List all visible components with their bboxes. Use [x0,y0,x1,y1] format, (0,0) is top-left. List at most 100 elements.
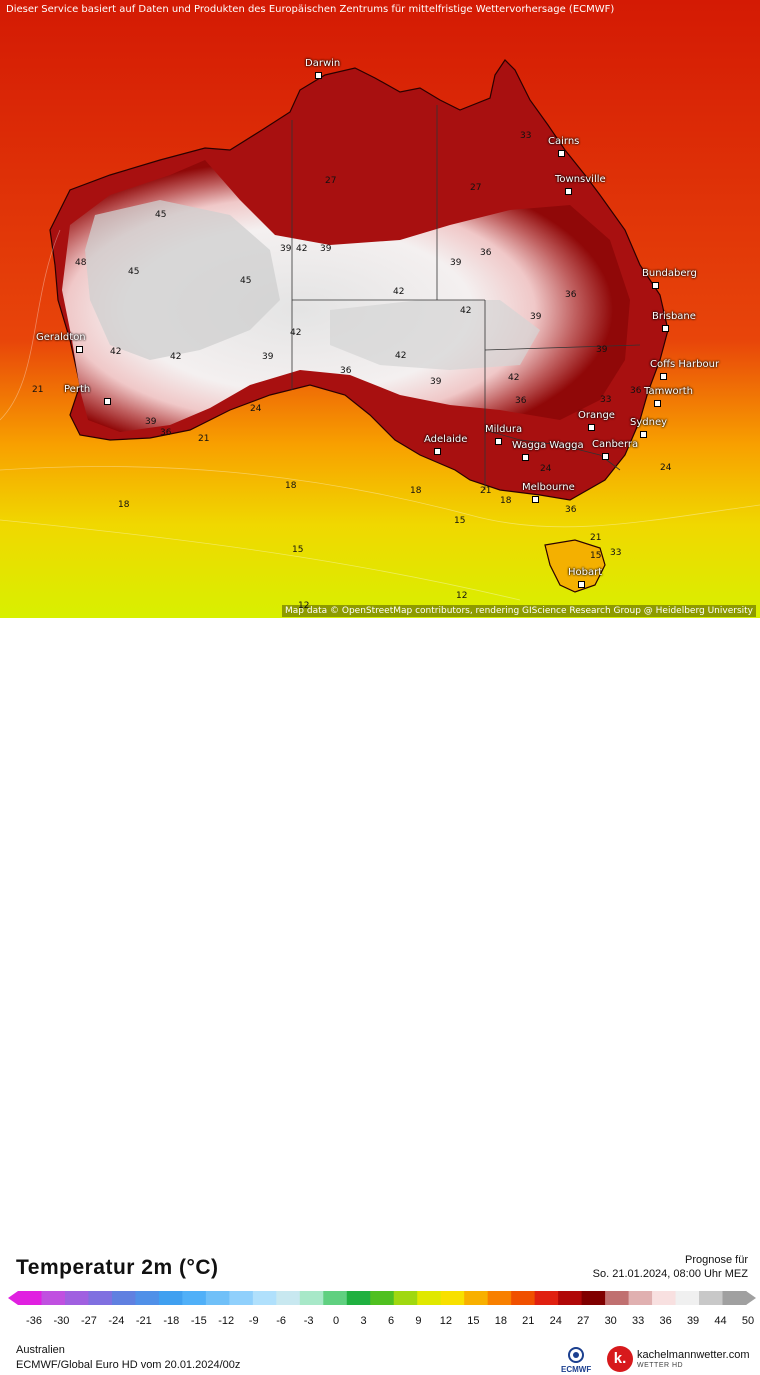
scale-tick-label: 21 [522,1315,535,1327]
city-label-brisbane: Brisbane [652,311,696,322]
city-label-orange: Orange [578,410,615,421]
forecast-date: So. 21.01.2024, 08:00 Uhr MEZ [592,1268,748,1280]
city-label-geraldton: Geraldton [36,332,86,343]
isotherm-value-label: 21 [198,434,210,444]
isotherm-value-label: 39 [450,258,462,268]
scale-tick-label: -6 [276,1315,287,1327]
isotherm-value-label: 39 [320,244,332,254]
scale-tick-label: -9 [248,1315,259,1327]
ecmwf-notice: Dieser Service basiert auf Daten und Pro… [6,4,615,15]
isotherm-value-label: 36 [630,386,642,396]
scale-swatch [464,1291,489,1305]
isotherm-value-label: 39 [430,377,442,387]
isotherm-value-label: 36 [515,396,527,406]
city-label-melbourne: Melbourne [522,482,575,493]
city-dot-townsville [565,188,572,195]
city-label-sydney: Sydney [630,417,668,428]
ecmwf-logo-text: ECMWF [561,1365,592,1374]
scale-swatch [276,1291,301,1305]
city-dot-cairns [558,150,565,157]
scale-swatch [252,1291,277,1305]
isotherm-value-label: 42 [460,306,472,316]
city-dot-orange [588,424,595,431]
isotherm-value-label: 42 [290,328,302,338]
isotherm-value-label: 45 [155,210,167,220]
isotherm-value-label: 18 [410,486,422,496]
scale-swatch [41,1291,66,1305]
scale-tick-label: 9 [415,1315,422,1327]
scale-swatch [229,1291,254,1305]
temperature-map[interactable]: Dieser Service basiert auf Daten und Pro… [0,0,760,618]
isotherm-value-label: 36 [565,290,577,300]
scale-swatch [205,1291,230,1305]
isotherm-value-label: 18 [118,500,130,510]
scale-swatch [487,1291,512,1305]
scale-swatch [393,1291,418,1305]
isotherm-value-label: 15 [590,551,602,561]
scale-swatch [88,1291,113,1305]
scale-tick-label: -36 [26,1315,42,1327]
model-run-label: ECMWF/Global Euro HD vom 20.01.2024/00z [16,1359,241,1371]
isotherm-value-label: 36 [480,248,492,258]
scale-tick-label: 6 [387,1315,395,1327]
city-label-tamworth: Tamworth [644,386,693,397]
isotherm-value-label: 36 [340,366,352,376]
isotherm-value-label: 15 [454,516,466,526]
scale-tick-label: 0 [333,1315,340,1327]
brand-subtitle: WETTER HD [637,1362,684,1369]
hot-core-west [85,200,280,360]
scale-swatch [722,1291,747,1305]
scale-tick-label: 27 [577,1315,590,1327]
isotherm-value-label: 42 [508,373,520,383]
scale-tick-label: 18 [494,1315,507,1327]
isotherm-value-label: 24 [660,463,672,473]
scale-tick-label: -18 [163,1315,180,1327]
scale-swatch [440,1291,465,1305]
scale-swatch [64,1291,89,1305]
region-label: Australien [16,1344,65,1356]
isotherm-value-label: 12 [298,601,310,611]
isotherm-value-label: 36 [160,428,172,438]
scale-tick-label: -12 [218,1315,235,1327]
scale-tick-label: 39 [686,1315,700,1327]
city-label-coffs-harbour: Coffs Harbour [650,359,720,370]
city-dot-canberra [602,453,609,460]
hot-core-central [330,300,540,370]
scale-swatch [675,1291,700,1305]
isotherm-value-label: 21 [590,533,602,543]
city-dot-geraldton [76,346,83,353]
brand-name[interactable]: kachelmannwetter.com [637,1349,750,1361]
city-label-wagga-wagga: Wagga Wagga [512,440,584,451]
scale-swatch [323,1291,348,1305]
isotherm-value-label: 33 [520,131,532,141]
isotherm-value-label: 27 [470,183,482,193]
city-label-darwin: Darwin [305,58,341,69]
city-dot-darwin [315,72,322,79]
scale-tick-label: 36 [659,1315,672,1327]
city-dot-wagga-wagga [522,454,529,461]
isotherm-value-label: 21 [32,385,44,395]
isotherm-value-label: 39 [530,312,542,322]
isotherm-value-label: 12 [456,591,468,601]
isotherm-value-label: 27 [325,176,337,186]
forecast-label: Prognose für [685,1254,748,1266]
city-label-perth: Perth [64,384,91,395]
city-label-mildura: Mildura [485,424,523,435]
map-attribution[interactable]: Map data © OpenStreetMap contributors, r… [282,605,756,617]
scale-tick-label: -27 [80,1315,97,1327]
scale-tick-label: 30 [604,1315,617,1327]
scale-tick-label: 50 [741,1315,755,1327]
scale-swatch [111,1291,136,1305]
isotherm-value-label: 33 [600,395,612,405]
city-label-townsville: Townsville [555,174,606,185]
isotherm-value-label: 15 [292,545,304,555]
isotherm-value-label: 24 [250,404,262,414]
scale-tick-label: 24 [549,1315,562,1327]
city-label-hobart: Hobart [568,567,603,578]
isotherm-value-label: 21 [480,486,492,496]
scale-tick-label: -3 [303,1315,314,1327]
city-dot-coffs-harbour [660,373,667,380]
kachelmann-logo[interactable]: k. [607,1346,633,1372]
city-label-canberra: Canberra [592,439,639,450]
scale-swatch [534,1291,559,1305]
